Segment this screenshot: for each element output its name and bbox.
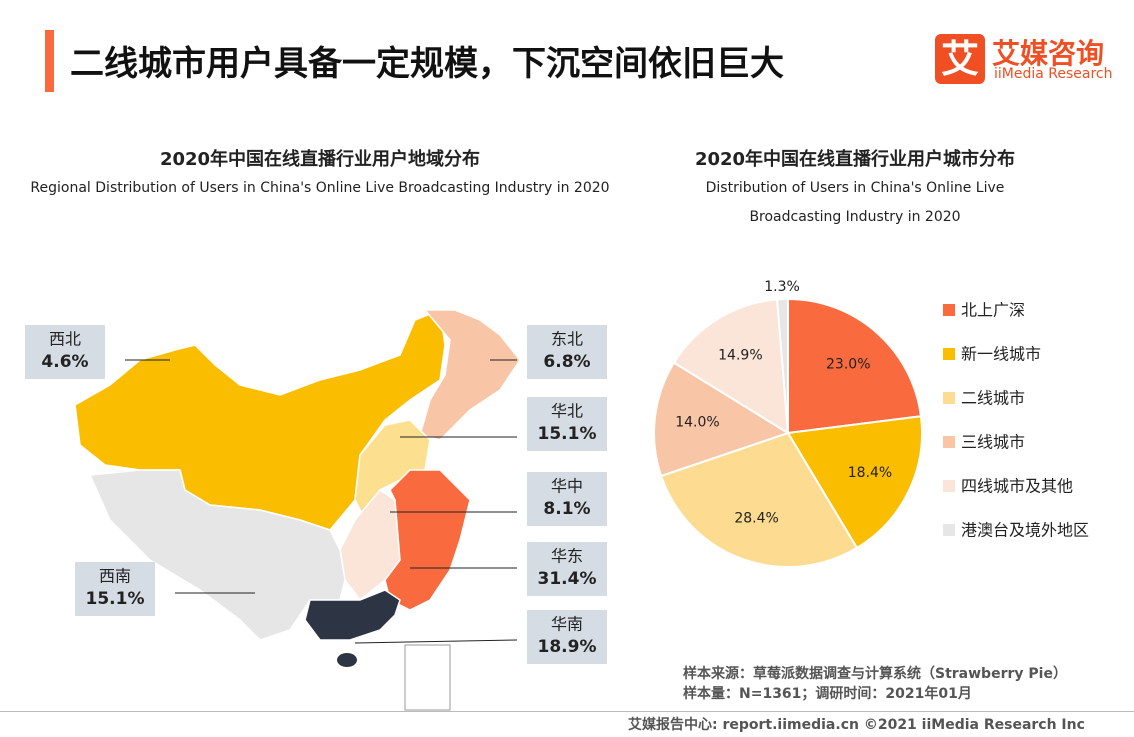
map-region [304, 589, 401, 641]
pie-slice [786, 415, 923, 550]
pie-slice [653, 361, 791, 478]
leader-line [354, 639, 518, 644]
map-region [384, 469, 471, 611]
region-value: 4.6% [41, 352, 88, 372]
map-region [88, 469, 346, 641]
legend-swatch [943, 304, 955, 316]
slice-label: 18.4% [848, 465, 892, 481]
footer-rule [0, 711, 1134, 712]
region-name: 华北 [551, 402, 583, 421]
map-subtitle: Regional Distribution of Users in China'… [30, 180, 610, 196]
pie-slice [659, 431, 859, 568]
region-value: 8.1% [543, 499, 590, 519]
accent-bar [45, 30, 54, 92]
source: 样本来源：草莓派数据调查与计算系统（Strawberry Pie） 样本量：N=… [683, 664, 1067, 704]
region-value: 15.1% [86, 589, 145, 609]
logo-mark: 艾 [935, 34, 985, 84]
legend-label: 四线城市及其他 [961, 477, 1073, 496]
region-value: 31.4% [538, 569, 597, 589]
legend-label: 港澳台及境外地区 [961, 521, 1089, 540]
region-value: 18.9% [538, 637, 597, 657]
source-line: 样本量：N=1361；调研时间：2021年01月 [683, 686, 972, 702]
slice-label: 14.9% [718, 347, 762, 363]
slice-label: 1.3% [764, 279, 800, 295]
map-region [337, 653, 357, 667]
footer: 艾媒报告中心: report.iimedia.cn ©2021 iiMedia … [628, 717, 1085, 733]
charts: 西北 4.6% 东北 6.8% 华北 15.1% 华中 8.1% 华东 31.4% 西南 15.1% 华… [25, 279, 1089, 711]
legend-swatch [943, 524, 955, 536]
slice-label: 14.0% [675, 415, 719, 431]
map-title: 2020年中国在线直播行业用户地域分布 [159, 149, 481, 170]
legend-swatch [943, 480, 955, 492]
region-name: 西北 [49, 330, 81, 349]
legend-swatch [943, 436, 955, 448]
region-value: 6.8% [543, 352, 590, 372]
logo-name: 艾媒咨询 [992, 37, 1105, 70]
region-value: 15.1% [538, 424, 597, 444]
label-box [527, 472, 607, 526]
label-box [527, 397, 607, 451]
label-box [527, 610, 607, 664]
pie-subtitle: Distribution of Users in China's Online … [705, 180, 1005, 225]
pie-slice [775, 297, 789, 434]
legend-label: 北上广深 [961, 301, 1025, 320]
region-name: 东北 [551, 330, 583, 349]
region-name: 华东 [551, 547, 583, 566]
pie-title: 2020年中国在线直播行业用户城市分布 [694, 149, 1016, 170]
map-region [419, 309, 521, 441]
label-box [25, 325, 105, 379]
pie-slice [787, 297, 923, 435]
slice-label: 28.4% [734, 511, 778, 527]
region-name: 华中 [551, 477, 583, 496]
legend-swatch [943, 392, 955, 404]
legend-swatch [943, 348, 955, 360]
label-box [527, 542, 607, 596]
page-title: 二线城市用户具备一定规模，下沉空间依旧巨大 [70, 44, 784, 84]
slice-label: 23.0% [826, 357, 870, 373]
pie-slice [672, 298, 790, 435]
legend-label: 三线城市 [961, 433, 1025, 452]
label-box [527, 325, 607, 379]
legend-label: 新一线城市 [961, 345, 1041, 364]
source-line: 样本来源：草莓派数据调查与计算系统（Strawberry Pie） [683, 666, 1067, 682]
region-name: 西南 [99, 567, 131, 586]
inset-map [404, 644, 451, 711]
logo-en: iiMedia Research [994, 66, 1113, 82]
region-name: 华南 [551, 615, 583, 634]
legend-label: 二线城市 [961, 389, 1025, 408]
label-box [75, 562, 155, 616]
